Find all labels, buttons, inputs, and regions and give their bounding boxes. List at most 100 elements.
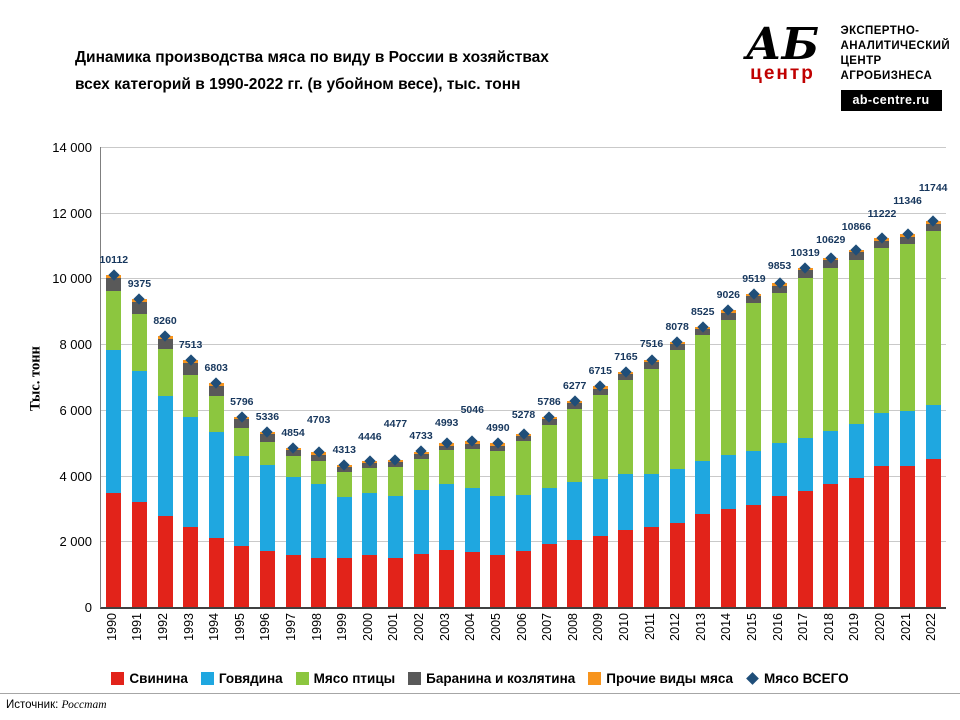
logo-tagline-line1: ЭКСПЕРТНО- — [840, 25, 920, 37]
bar-segment-2010 — [618, 530, 634, 607]
bar-segment-1991 — [131, 313, 147, 372]
bar-segment-1995 — [234, 427, 250, 457]
chart-title-line1: Динамика производства мяса по виду в Рос… — [75, 49, 549, 66]
bar-segment-2016 — [772, 443, 788, 497]
total-value-label: 4703 — [306, 413, 331, 426]
bar-segment-2021 — [900, 465, 916, 607]
x-tick-label: 2008 — [565, 613, 580, 641]
ab-centre-logo-tagline: ЭКСПЕРТНО- АНАЛИТИЧЕСКИЙ ЦЕНТР АГРОБИЗНЕ… — [840, 24, 951, 111]
total-value-label: 6803 — [204, 362, 228, 375]
x-tick-label: 2013 — [693, 613, 708, 641]
legend-square-icon — [588, 671, 602, 685]
bar-segment-2022 — [925, 459, 941, 607]
bar-segment-2001 — [387, 495, 403, 558]
x-tick-label: 2005 — [488, 613, 503, 641]
gridline — [101, 212, 946, 214]
chart-title: Динамика производства мяса по виду в Рос… — [75, 44, 549, 98]
bar-segment-2017 — [797, 277, 813, 439]
bar-segment-1991 — [131, 302, 147, 314]
bar-segment-1995 — [234, 545, 250, 607]
total-value-label: 4854 — [281, 426, 305, 439]
bar-segment-2018 — [823, 483, 839, 607]
bar-segment-2019 — [848, 477, 864, 607]
legend-square-icon — [200, 671, 214, 685]
x-tick-label: 2001 — [386, 613, 401, 641]
x-tick-label: 1991 — [130, 613, 145, 641]
logo-site-badge: ab-centre.ru — [840, 90, 942, 111]
bar-segment-2022 — [925, 223, 941, 232]
total-value-label: 11222 — [867, 207, 897, 220]
bar-segment-2009 — [592, 394, 608, 479]
bar-segment-1999 — [336, 496, 352, 559]
bar-segment-1996 — [259, 550, 275, 607]
bar-segment-1993 — [183, 527, 199, 607]
x-tick-label: 2017 — [796, 613, 811, 641]
total-value-label: 8525 — [691, 305, 715, 318]
total-value-label: 5278 — [511, 409, 536, 422]
bar-segment-2005 — [490, 555, 506, 607]
bar-segment-1990 — [106, 350, 122, 493]
bar-segment-2008 — [567, 539, 583, 607]
legend-label: Мясо ВСЕГО — [764, 670, 849, 686]
bar-segment-1990 — [106, 278, 122, 292]
legend-item: Мясо птицы — [295, 671, 395, 686]
total-value-label: 9519 — [742, 273, 766, 286]
bar-segment-1994 — [208, 396, 224, 432]
bar-segment-2012 — [669, 468, 685, 523]
x-tick-label: 2006 — [514, 613, 529, 641]
x-tick-label: 2022 — [924, 613, 939, 641]
bar-segment-2012 — [669, 522, 685, 607]
x-tick-label: 1993 — [181, 613, 196, 641]
bar-segment-2019 — [848, 252, 864, 260]
bar-segment-2006 — [516, 494, 531, 552]
logo-tagline-line3: ЦЕНТР — [840, 55, 882, 67]
bar-segment-1996 — [259, 464, 275, 551]
bar-segment-2003 — [439, 450, 455, 484]
bar-segment-2004 — [464, 551, 480, 607]
logo-centre-text: центр — [750, 63, 815, 84]
x-tick-label: 2020 — [872, 613, 887, 641]
bar-segment-2016 — [772, 496, 788, 607]
source-label: Источник: — [6, 699, 59, 711]
x-tick-label: 2007 — [540, 613, 555, 641]
bar-segment-2014 — [720, 319, 736, 455]
bar-segment-1998 — [311, 460, 327, 484]
x-tick-label: 2000 — [360, 613, 375, 641]
legend-item: Прочие виды мяса — [588, 671, 733, 686]
bar-segment-2009 — [592, 478, 608, 536]
bar-segment-2004 — [464, 487, 480, 552]
x-tick-label: 1990 — [104, 613, 119, 641]
bar-segment-1997 — [285, 555, 301, 607]
bar-segment-2000 — [362, 555, 378, 607]
ab-centre-logo-mark: АБ центр — [737, 23, 829, 85]
x-tick-label: 1999 — [335, 613, 350, 641]
x-tick-label: 2016 — [770, 613, 785, 641]
legend-label: Свинина — [129, 670, 188, 686]
bar-segment-1997 — [285, 476, 301, 556]
total-value-label: 11346 — [893, 194, 922, 207]
x-axis-tick-labels: 1990 1991 1992 1993 1994 1995 1996 1997 1998 1999… — [100, 613, 945, 665]
total-value-label: 10112 — [99, 253, 129, 266]
bar-segment-1990 — [106, 291, 122, 351]
total-value-label: 5796 — [230, 395, 254, 408]
bar-segment-2011 — [644, 473, 660, 528]
total-value-label: 4477 — [383, 418, 408, 431]
bar-segment-2002 — [413, 489, 429, 555]
bar-segment-2005 — [490, 496, 506, 556]
legend: Свинина Говядина Мясо птицы Баранина и козл… — [0, 667, 960, 689]
bar-segment-2012 — [669, 349, 685, 469]
legend-diamond-icon — [746, 671, 759, 685]
x-tick-label: 1994 — [207, 613, 222, 641]
bar-segment-1993 — [183, 362, 199, 375]
bar-segment-1997 — [285, 456, 301, 477]
bar-segment-2018 — [823, 431, 839, 484]
bar-segment-2001 — [387, 557, 403, 607]
bar-segment-1990 — [106, 492, 122, 607]
bar-segment-2021 — [900, 236, 916, 244]
bar-segment-1995 — [234, 456, 250, 546]
total-value-label: 4993 — [434, 417, 459, 430]
bar-segment-2010 — [618, 473, 634, 531]
bar-segment-2015 — [746, 303, 762, 451]
y-tick-label: 4 000 — [59, 468, 92, 484]
bar-segment-2013 — [695, 514, 711, 607]
